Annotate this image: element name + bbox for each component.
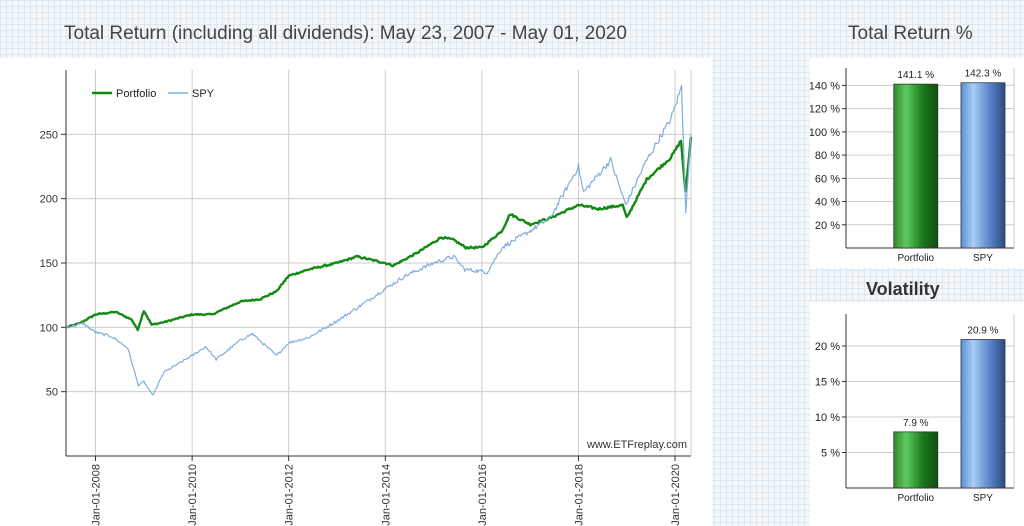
y-tick-label: 20 % [815,220,840,232]
x-tick-label: Jan-01-2012 [284,464,296,526]
volatility-bar-chart: 5 % 10 % 15 % 20 % 7.9 % Portfolio 20.9 % SPY [815,314,1015,504]
x-tick-label: Jan-01-2018 [573,464,585,526]
total-return-line-chart: Jan-01-2008 Jan-01-2010 Jan-01-2012 Jan-01-… [40,70,693,526]
y-tick-label: 100 % [810,127,840,139]
x-tick-label: Jan-01-2014 [380,464,392,526]
bar-value-label: 141.1 % [897,70,934,81]
y-tick-label: 100 [40,322,58,334]
y-tick-label: 80 % [815,150,840,162]
main-chart-title: Total Return (including all dividends): … [64,23,627,44]
x-category-label: SPY [973,253,993,264]
x-category-label: Portfolio [897,493,934,504]
x-tick-label: Jan-01-2008 [90,464,102,526]
volatility-panel: 5 % 10 % 15 % 20 % 7.9 % Portfolio 20.9 % SPY [810,302,1024,526]
y-tick-label: 5 % [821,447,840,459]
series-line-spy [65,84,692,396]
x-tick-label: Jan-01-2016 [477,464,489,526]
x-tick-label: Jan-01-2020 [670,464,682,526]
series-line-portfolio [65,136,693,332]
y-tick-label: 20 % [815,341,840,353]
legend-label-portfolio: Portfolio [116,88,156,100]
y-tick-label: 10 % [815,412,840,424]
y-tick-label: 250 [40,129,58,141]
bar-spy [960,339,1006,489]
legend-label-spy: SPY [192,88,215,100]
x-tick-label: Jan-01-2010 [187,464,199,526]
y-tick-label: 120 % [810,104,840,116]
y-tick-label: 200 [40,194,58,206]
x-category-label: SPY [973,493,993,504]
y-tick-label: 140 % [810,80,840,92]
bar-portfolio [893,83,939,249]
y-tick-label: 15 % [815,376,840,388]
main-chart-panel: Jan-01-2008 Jan-01-2010 Jan-01-2012 Jan-01-… [0,58,712,526]
total-return-panel: 20 % 40 % 60 % 80 % 100 % 120 % 140 % 141.1 % Po… [810,58,1024,268]
x-category-label: Portfolio [897,253,934,264]
bar-portfolio [893,431,939,489]
total-return-title: Total Return % [848,23,973,44]
y-tick-label: 60 % [815,173,840,185]
bar-value-label: 20.9 % [967,326,998,337]
bar-value-label: 142.3 % [965,69,1002,80]
watermark-text: www.ETFreplay.com [586,439,687,451]
y-tick-label: 50 [46,387,58,399]
volatility-title: Volatility [866,279,940,299]
total-return-bar-chart: 20 % 40 % 60 % 80 % 100 % 120 % 140 % 141.1 % Po… [810,68,1015,264]
bar-value-label: 7.9 % [903,418,929,429]
y-tick-label: 150 [40,258,58,270]
y-tick-label: 40 % [815,197,840,209]
bar-spy [960,82,1006,249]
